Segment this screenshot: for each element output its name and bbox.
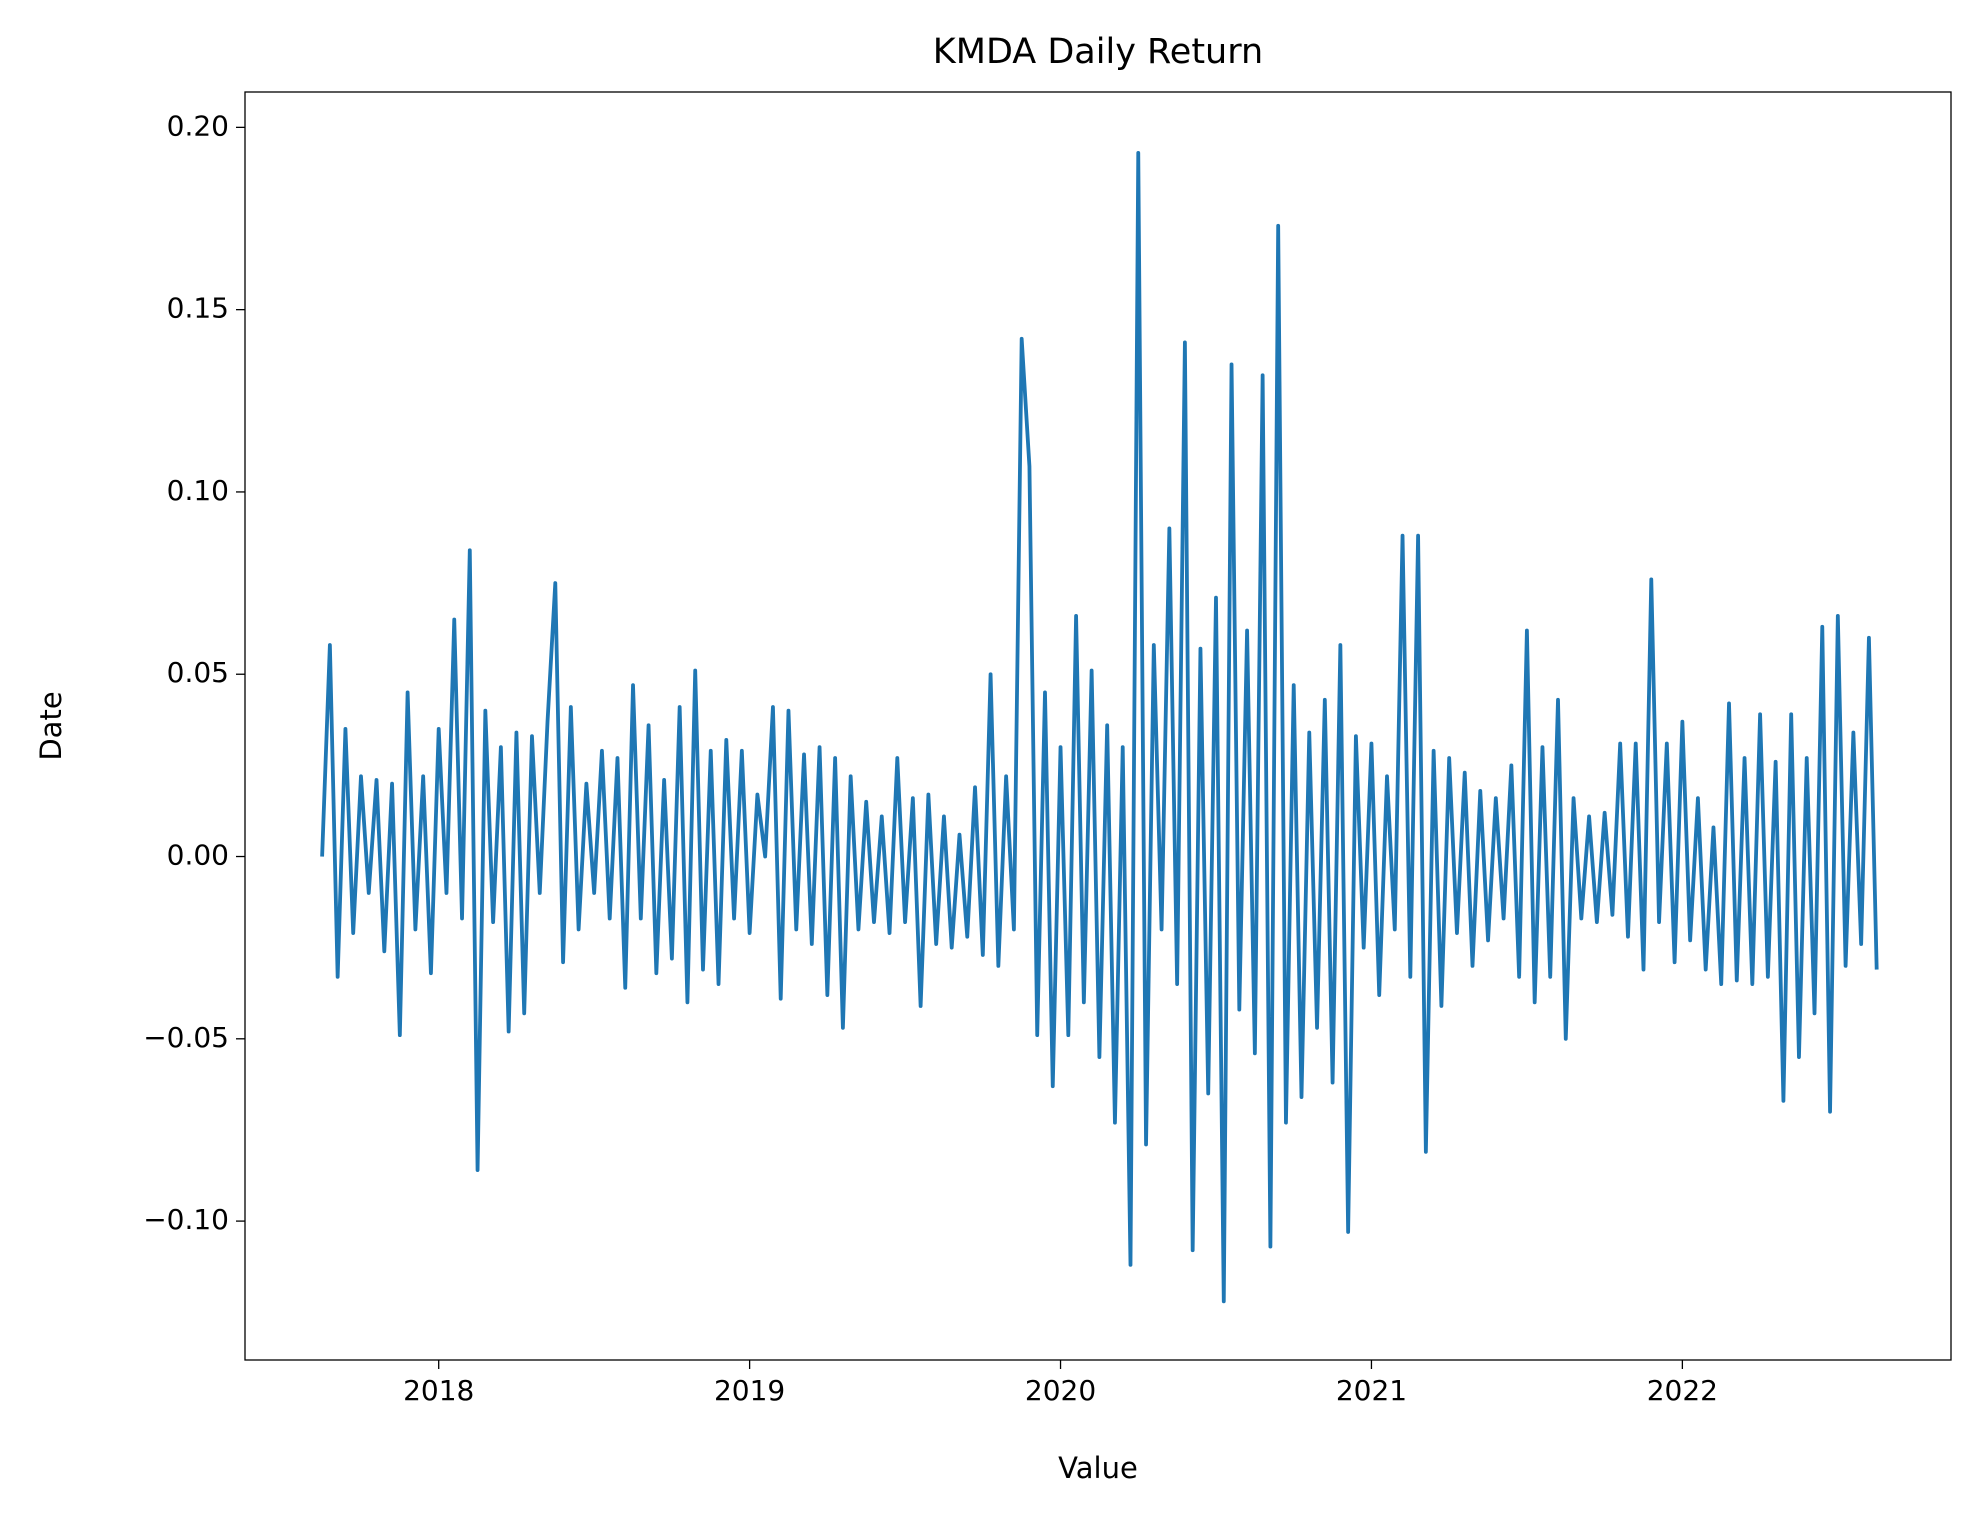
- y-tick-label: 0.15: [167, 292, 229, 325]
- x-tick-label: 2019: [714, 1374, 785, 1407]
- x-tick-label: 2021: [1336, 1374, 1407, 1407]
- plot-frame: [244, 91, 1952, 1361]
- x-tick-label: 2022: [1647, 1374, 1718, 1407]
- data-line: [320, 150, 1879, 1304]
- y-tick-label: 0.00: [167, 839, 229, 872]
- x-axis-label: Value: [1058, 1451, 1138, 1485]
- x-tick-label: 2018: [403, 1374, 474, 1407]
- y-axis-label: Date: [34, 691, 68, 760]
- y-tick-label: 0.10: [167, 474, 229, 507]
- y-tick-label: 0.05: [167, 656, 229, 689]
- y-tick-label: −0.05: [143, 1021, 229, 1054]
- chart-title: KMDA Daily Return: [933, 32, 1263, 72]
- x-tick-label: 2020: [1025, 1374, 1096, 1407]
- y-tick-label: −0.10: [143, 1203, 229, 1236]
- y-tick-label: 0.20: [167, 109, 229, 142]
